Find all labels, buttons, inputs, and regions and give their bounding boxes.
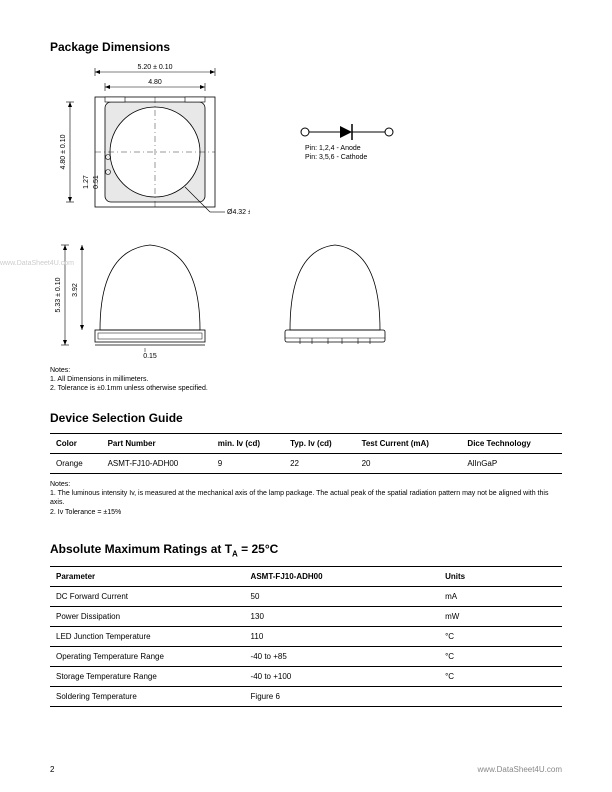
cell: 22 xyxy=(284,454,356,474)
svg-text:5.33 ± 0.10: 5.33 ± 0.10 xyxy=(55,277,62,312)
package-dimensions-heading: Package Dimensions xyxy=(50,40,562,54)
top-view-diagram: 5.20 ± 0.10 4.80 4.80 ± 0.10 1.27 0.51 xyxy=(50,62,250,222)
cell: -40 to +100 xyxy=(245,667,440,687)
table-header-row: Parameter ASMT-FJ10-ADH00 Units xyxy=(50,567,562,587)
svg-text:Pin: 1,2,4 - Anode: Pin: 1,2,4 - Anode xyxy=(305,145,361,152)
cell: Figure 6 xyxy=(245,687,440,707)
package-dimensions-section: Package Dimensions 5.20 ± 0.10 4.80 4.80… xyxy=(50,40,562,393)
cell: 130 xyxy=(245,607,440,627)
cell: Operating Temperature Range xyxy=(50,647,245,667)
cell: mW xyxy=(439,607,562,627)
cell: °C xyxy=(439,647,562,667)
cell: AlInGaP xyxy=(461,454,562,474)
col-miniv: min. Iv (cd) xyxy=(212,434,284,454)
cell: Soldering Temperature xyxy=(50,687,245,707)
selection-note-2: 2. Iv Tolerance = ±15% xyxy=(50,508,562,517)
svg-text:Pin: 3,5,6 - Cathode: Pin: 3,5,6 - Cathode xyxy=(305,154,367,161)
footer-url: www.DataSheet4U.com xyxy=(478,765,562,774)
cell: 110 xyxy=(245,627,440,647)
cell: °C xyxy=(439,627,562,647)
cell: Orange xyxy=(50,454,102,474)
svg-text:Ø4.32 ± 0.1: Ø4.32 ± 0.1 xyxy=(227,209,250,216)
device-selection-heading: Device Selection Guide xyxy=(50,411,562,425)
table-row: Orange ASMT-FJ10-ADH00 9 22 20 AlInGaP xyxy=(50,454,562,474)
front-view-diagram xyxy=(270,230,400,360)
col-typiv: Typ. Iv (cd) xyxy=(284,434,356,454)
table-header-row: Color Part Number min. Iv (cd) Typ. Iv (… xyxy=(50,434,562,454)
col-value: ASMT-FJ10-ADH00 xyxy=(245,567,440,587)
abs-max-table: Parameter ASMT-FJ10-ADH00 Units DC Forwa… xyxy=(50,566,562,707)
abs-max-heading: Absolute Maximum Ratings at TA = 25°C xyxy=(50,542,562,558)
abs-max-section: Absolute Maximum Ratings at TA = 25°C Pa… xyxy=(50,542,562,707)
cell: 9 xyxy=(212,454,284,474)
table-row: LED Junction Temperature110°C xyxy=(50,627,562,647)
package-notes: Notes: 1. All Dimensions in millimeters.… xyxy=(50,366,562,393)
side-view-diagram: 5.33 ± 0.10 3.92 0.15 xyxy=(50,230,230,360)
cell: 20 xyxy=(356,454,462,474)
device-selection-section: Device Selection Guide Color Part Number… xyxy=(50,411,562,516)
cell: -40 to +85 xyxy=(245,647,440,667)
table-row: Soldering TemperatureFigure 6 xyxy=(50,687,562,707)
diode-symbol-diagram: Pin: 1,2,4 - Anode Pin: 3,5,6 - Cathode xyxy=(290,112,440,172)
cell: LED Junction Temperature xyxy=(50,627,245,647)
svg-text:5.20 ± 0.10: 5.20 ± 0.10 xyxy=(138,64,173,71)
selection-note-1: 1. The luminous intensity Iv, is measure… xyxy=(50,489,562,507)
svg-text:3.92: 3.92 xyxy=(72,283,79,297)
col-part: Part Number xyxy=(102,434,212,454)
cell: 50 xyxy=(245,587,440,607)
svg-text:4.80 ± 0.10: 4.80 ± 0.10 xyxy=(60,134,67,169)
col-dice: Dice Technology xyxy=(461,434,562,454)
table-row: Power Dissipation130mW xyxy=(50,607,562,627)
cell: Storage Temperature Range xyxy=(50,667,245,687)
svg-text:1.27: 1.27 xyxy=(83,175,90,189)
table-row: DC Forward Current50mA xyxy=(50,587,562,607)
cell: ASMT-FJ10-ADH00 xyxy=(102,454,212,474)
notes-label: Notes: xyxy=(50,480,562,489)
page-number: 2 xyxy=(50,765,54,774)
table-row: Storage Temperature Range-40 to +100°C xyxy=(50,667,562,687)
cell: °C xyxy=(439,667,562,687)
cell: DC Forward Current xyxy=(50,587,245,607)
cell: mA xyxy=(439,587,562,607)
table-row: Operating Temperature Range-40 to +85°C xyxy=(50,647,562,667)
col-units: Units xyxy=(439,567,562,587)
notes-label: Notes: xyxy=(50,366,562,375)
cell: Power Dissipation xyxy=(50,607,245,627)
selection-notes: Notes: 1. The luminous intensity Iv, is … xyxy=(50,480,562,516)
watermark-text: www.DataSheet4U.com xyxy=(0,260,74,267)
package-note-1: 1. All Dimensions in millimeters. xyxy=(50,375,562,384)
col-param: Parameter xyxy=(50,567,245,587)
package-note-2: 2. Tolerance is ±0.1mm unless otherwise … xyxy=(50,384,562,393)
svg-text:0.15: 0.15 xyxy=(143,353,157,360)
col-current: Test Current (mA) xyxy=(356,434,462,454)
col-color: Color xyxy=(50,434,102,454)
page-footer: 2 www.DataSheet4U.com xyxy=(50,765,562,774)
svg-text:0.51: 0.51 xyxy=(93,175,100,189)
svg-text:4.80: 4.80 xyxy=(148,79,162,86)
device-selection-table: Color Part Number min. Iv (cd) Typ. Iv (… xyxy=(50,433,562,474)
cell xyxy=(439,687,562,707)
